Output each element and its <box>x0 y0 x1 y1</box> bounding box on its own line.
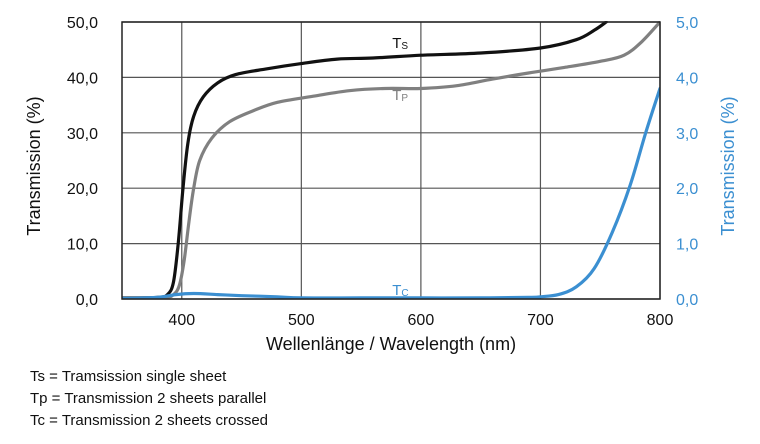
y-tick-label-right: 3,0 <box>676 126 698 143</box>
transmission-chart: TS TP TC 0,0 10,0 20,0 30,0 40,0 50,0 0,0 1,0 2,0 3… <box>24 15 738 354</box>
y-tick-label-right: 5,0 <box>676 15 698 32</box>
x-tick-label: 600 <box>408 312 435 329</box>
x-tick-label: 800 <box>647 312 674 329</box>
axis-tick-labels: 0,0 10,0 20,0 30,0 40,0 50,0 0,0 1,0 2,0 3,0 4,0 5,… <box>67 15 698 329</box>
y-tick-label-left: 10,0 <box>67 237 98 254</box>
y-tick-label-left: 30,0 <box>67 126 98 143</box>
legend-list: Ts = Tramsission single sheet Tp = Trans… <box>30 366 730 432</box>
series-line-ts <box>122 21 608 299</box>
x-tick-label: 400 <box>168 312 195 329</box>
series-label-ts: TS <box>392 35 408 52</box>
series-label-tp: TP <box>392 87 408 104</box>
legend-item-tp: Tp = Transmission 2 sheets parallel <box>30 390 267 407</box>
series-lines: TS TP TC <box>122 21 660 299</box>
y-tick-label-left: 50,0 <box>67 15 98 32</box>
y-tick-label-right: 0,0 <box>676 292 698 309</box>
y-tick-label-right: 4,0 <box>676 70 698 87</box>
series-line-tp <box>122 21 660 299</box>
legend-item-tc: Tc = Transmission 2 sheets crossed <box>30 412 269 429</box>
series-line-tc <box>122 86 660 299</box>
y-tick-label-right: 2,0 <box>676 181 698 198</box>
y-tick-label-left: 20,0 <box>67 181 98 198</box>
y-tick-label-right: 1,0 <box>676 237 698 254</box>
legend-item-ts: Ts = Tramsission single sheet <box>30 368 227 385</box>
y-axis-title-right: Transmission (%) <box>718 96 738 235</box>
x-tick-label: 700 <box>527 312 554 329</box>
y-tick-label-left: 0,0 <box>76 292 98 309</box>
plot-frame <box>121 21 661 300</box>
y-tick-label-left: 40,0 <box>67 70 98 87</box>
series-label-tc: TC <box>392 282 408 299</box>
x-tick-label: 500 <box>288 312 315 329</box>
y-axis-title-left: Transmission (%) <box>24 96 44 235</box>
x-axis-title: Wellenlänge / Wavelength (nm) <box>266 334 516 354</box>
